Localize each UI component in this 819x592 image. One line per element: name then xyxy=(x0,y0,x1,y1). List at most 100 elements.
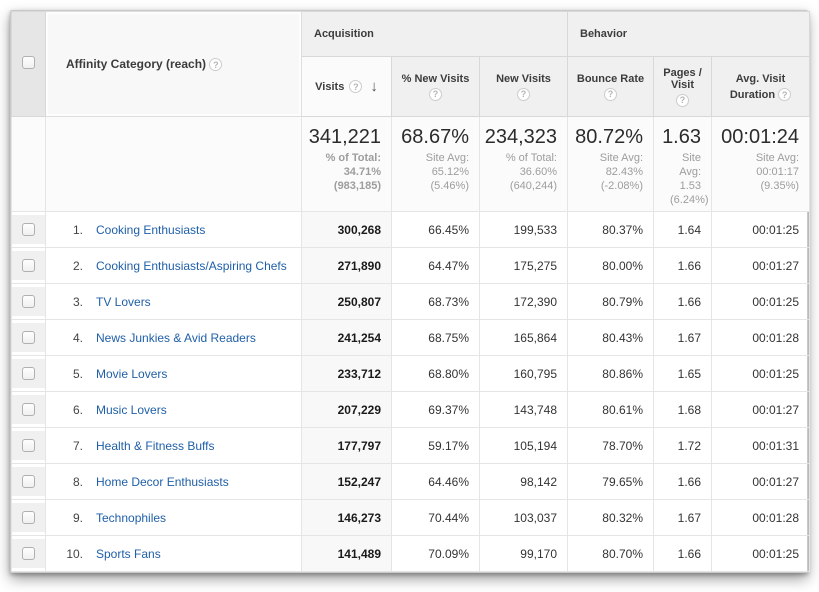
category-link[interactable]: Technophiles xyxy=(96,510,167,525)
table-row: 5. Movie Lovers 233,712 68.80% 160,795 80… xyxy=(11,355,811,392)
select-all-checkbox-cell xyxy=(11,11,46,117)
help-icon[interactable]: ? xyxy=(676,93,689,107)
row-rank: 7. xyxy=(72,438,83,453)
table-row: 7. Health & Fitness Buffs 177,797 59.17% … xyxy=(11,427,811,464)
row-check-cell xyxy=(11,427,46,464)
category-link[interactable]: Cooking Enthusiasts xyxy=(96,222,206,237)
select-all-checkbox[interactable] xyxy=(22,56,35,69)
column-label: Bounce Rate xyxy=(576,72,645,85)
help-icon[interactable]: ? xyxy=(517,87,530,101)
help-icon[interactable]: ? xyxy=(209,58,223,72)
column-label: % New Visits xyxy=(401,72,470,85)
pct-new-visits-value: 70.44% xyxy=(391,499,480,536)
row-checkbox[interactable] xyxy=(22,295,35,308)
summary-value: 68.67% xyxy=(401,126,469,148)
pct-new-visits-value: 69.37% xyxy=(391,391,480,428)
row-checkbox[interactable] xyxy=(22,511,35,524)
summary-subtext: % of Total: 36.60% (640,244) xyxy=(505,152,557,192)
section-header-behavior: Behavior xyxy=(566,11,811,57)
visits-value: 241,254 xyxy=(301,319,392,356)
pct-new-visits-value: 68.75% xyxy=(391,319,480,356)
avg-duration-value: 00:01:28 xyxy=(710,319,811,356)
category-link[interactable]: Cooking Enthusiasts/Aspiring Chefs xyxy=(96,258,287,273)
visits-value: 233,712 xyxy=(301,355,392,392)
category-link[interactable]: TV Lovers xyxy=(96,294,151,309)
column-header-bounce-rate[interactable]: Bounce Rate ? xyxy=(567,56,654,117)
pct-new-visits-value: 64.47% xyxy=(391,247,480,284)
row-check-cell xyxy=(11,283,46,320)
help-icon[interactable]: ? xyxy=(604,87,617,101)
pct-new-visits-value: 66.45% xyxy=(391,211,480,248)
row-checkbox[interactable] xyxy=(22,331,35,344)
row-checkbox[interactable] xyxy=(22,259,35,272)
column-header-new-visits[interactable]: New Visits ? xyxy=(479,56,568,117)
dimension-header-label: Affinity Category (reach) xyxy=(66,56,207,71)
column-header-visits[interactable]: Visits ? ↓ xyxy=(301,56,392,117)
pages-visit-value: 1.64 xyxy=(653,211,712,248)
column-label: New Visits xyxy=(496,72,551,85)
pages-visit-value: 1.66 xyxy=(653,247,712,284)
row-check-cell xyxy=(11,319,46,356)
row-checkbox[interactable] xyxy=(22,367,35,380)
summary-subtext: Site Avg: 65.12% (5.46%) xyxy=(425,152,469,192)
new-visits-value: 172,390 xyxy=(479,283,568,320)
table-row: 6. Music Lovers 207,229 69.37% 143,748 80… xyxy=(11,391,811,428)
analytics-table: Affinity Category (reach) ? Acquisition … xyxy=(11,11,811,572)
summary-subtext: Site Avg: 82.43% (-2.08%) xyxy=(599,152,643,192)
category-link[interactable]: Movie Lovers xyxy=(96,366,168,381)
avg-duration-value: 00:01:28 xyxy=(710,499,811,536)
table-row: 1. Cooking Enthusiasts 300,268 66.45% 199… xyxy=(11,211,811,248)
category-link[interactable]: Sports Fans xyxy=(96,546,161,561)
summary-row: 341,221 % of Total: 34.71% (983,185) 68.… xyxy=(11,116,811,212)
category-link[interactable]: News Junkies & Avid Readers xyxy=(96,330,256,345)
new-visits-value: 160,795 xyxy=(479,355,568,392)
pages-visit-value: 1.67 xyxy=(653,499,712,536)
summary-value: 80.72% xyxy=(575,126,643,148)
summary-check-cell xyxy=(11,116,46,212)
column-header-pages-visit[interactable]: Pages / Visit ? xyxy=(653,56,712,117)
column-label: Visits xyxy=(315,80,345,93)
summary-value: 1.63 xyxy=(662,126,701,148)
table-row: 4. News Junkies & Avid Readers 241,254 68… xyxy=(11,319,811,356)
summary-bounce-rate: 80.72% Site Avg: 82.43% (-2.08%) xyxy=(567,116,654,212)
new-visits-value: 98,142 xyxy=(479,463,568,500)
column-header-avg-visit-duration[interactable]: Avg. Visit Duration ? xyxy=(710,56,811,117)
help-icon[interactable]: ? xyxy=(429,87,442,101)
summary-new-visits: 234,323 % of Total: 36.60% (640,244) xyxy=(479,116,568,212)
row-checkbox[interactable] xyxy=(22,223,35,236)
dimension-header[interactable]: Affinity Category (reach) ? xyxy=(45,11,302,117)
row-checkbox[interactable] xyxy=(22,439,35,452)
new-visits-value: 175,275 xyxy=(479,247,568,284)
pages-visit-value: 1.67 xyxy=(653,319,712,356)
new-visits-value: 143,748 xyxy=(479,391,568,428)
new-visits-value: 199,533 xyxy=(479,211,568,248)
category-link[interactable]: Health & Fitness Buffs xyxy=(96,438,215,453)
summary-avg-duration: 00:01:24 Site Avg: 00:01:17 (9.35%) xyxy=(710,116,811,212)
bounce-rate-value: 80.32% xyxy=(567,499,654,536)
visits-value: 250,807 xyxy=(301,283,392,320)
bounce-rate-value: 78.70% xyxy=(567,427,654,464)
column-header-pct-new-visits[interactable]: % New Visits ? xyxy=(391,56,480,117)
pages-visit-value: 1.66 xyxy=(653,283,712,320)
category-link[interactable]: Music Lovers xyxy=(96,402,167,417)
visits-value: 207,229 xyxy=(301,391,392,428)
section-header-acquisition: Acquisition xyxy=(301,11,568,57)
visits-value: 146,273 xyxy=(301,499,392,536)
row-checkbox[interactable] xyxy=(22,403,35,416)
table-row: 9. Technophiles 146,273 70.44% 103,037 80… xyxy=(11,499,811,536)
new-visits-value: 103,037 xyxy=(479,499,568,536)
bounce-rate-value: 80.43% xyxy=(567,319,654,356)
help-icon[interactable]: ? xyxy=(349,80,363,93)
row-checkbox[interactable] xyxy=(22,475,35,488)
visits-value: 152,247 xyxy=(301,463,392,500)
row-check-cell xyxy=(11,535,46,572)
category-link[interactable]: Home Decor Enthusiasts xyxy=(96,474,229,489)
help-icon[interactable]: ? xyxy=(778,88,792,102)
avg-duration-value: 00:01:27 xyxy=(710,391,811,428)
row-checkbox[interactable] xyxy=(22,547,35,560)
sort-desc-icon[interactable]: ↓ xyxy=(370,78,378,95)
row-rank: 4. xyxy=(72,330,83,345)
row-rank: 1. xyxy=(72,222,83,237)
summary-subtext: Site Avg: 1.53 (6.24%) xyxy=(670,152,709,206)
row-rank: 10. xyxy=(66,546,83,561)
